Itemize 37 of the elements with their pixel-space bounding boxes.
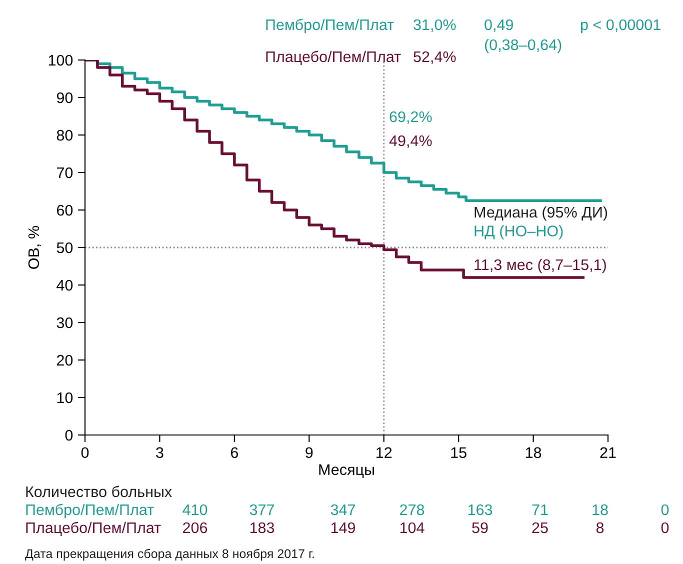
text: Количество больных (26, 486, 172, 498)
x-tick-label: 12 (376, 447, 392, 458)
y-tick-label: 60 (56, 204, 73, 216)
y-axis-title: ОВ, % (28, 226, 41, 269)
annotation: 49,4% (389, 135, 432, 148)
y-tick-label: 70 (56, 167, 73, 178)
x-tick-label: 3 (156, 447, 164, 458)
x-axis-title: Месяцы (319, 464, 374, 478)
y-tick-label: 90 (56, 92, 73, 104)
y-tick-label: 50 (56, 242, 73, 254)
x-tick-label: 18 (526, 447, 542, 458)
text: Пембро/Пем/Плат 410 377 347 278 163 71 18 0 (26, 504, 669, 518)
annotation: 11,3 мес (8,7–15,1) (474, 258, 606, 274)
y-tick-label: 40 (56, 280, 73, 291)
text: 0,49 (484, 19, 514, 32)
y-tick-label: 10 (57, 392, 73, 404)
y-tick-label: 20 (56, 354, 73, 366)
annotation: НД (НО–НО) (474, 225, 563, 240)
annotation: Медиана (95% ДИ) (474, 206, 608, 221)
annotation: 52,4% (414, 51, 456, 64)
x-tick-label: 0 (81, 447, 89, 458)
text: Плацебо/Пем/Плат 206 183 149 104 59 25 8 0 (26, 522, 669, 536)
text: Дата прекращения сбора данных 8 ноября 2017 г. (25, 548, 314, 561)
text: (0,38–0,64) (484, 38, 562, 54)
y-tick-label: 100 (48, 54, 73, 66)
y-tick-label: 30 (56, 317, 73, 328)
y-tick-label: 0 (65, 430, 73, 441)
y-tick-label: 80 (56, 130, 73, 141)
x-tick-label: 9 (306, 447, 313, 458)
x-tick-label: 15 (451, 447, 466, 458)
x-tick-label: 21 (600, 447, 616, 458)
annotation: 69,2% (390, 111, 432, 124)
text: Плацебо/Пем/Плат (266, 50, 401, 66)
text: Пембро/Пем/Плат (266, 18, 394, 34)
x-tick-label: 6 (230, 447, 238, 458)
text: p < 0,00001 (580, 19, 660, 34)
text: 31,0% (414, 19, 456, 32)
